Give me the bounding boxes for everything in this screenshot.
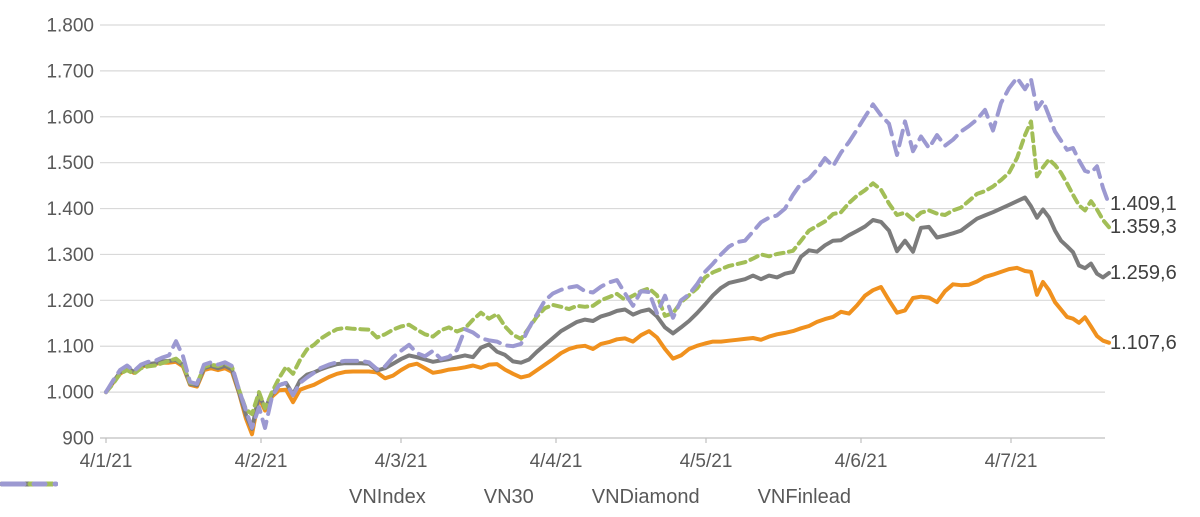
legend-item-vnindex: VNIndex (0, 481, 426, 509)
series-line-vndiamond (104, 119, 1111, 417)
legend-item-vnfinlead: VNFinlead (0, 481, 851, 509)
legend-label-vnindex: VNIndex (349, 485, 426, 508)
x-axis-tick-label: 4/6/21 (835, 451, 888, 472)
x-axis-tick-label: 4/3/21 (375, 451, 428, 472)
x-axis-tick-label: 4/7/21 (985, 451, 1038, 472)
y-axis-tick-label: 900 (62, 429, 94, 450)
y-axis-tick-label: 1.100 (46, 337, 94, 358)
x-axis-tick-label: 4/4/21 (530, 451, 583, 472)
y-axis-tick-label: 1.600 (46, 107, 94, 128)
y-axis-tick-label: 1.400 (46, 199, 94, 220)
end-label-vn30: 1.259,6 (1110, 261, 1177, 284)
x-axis-tick-label: 4/1/21 (80, 451, 133, 472)
legend-item-vndiamond: VNDiamond (0, 481, 700, 509)
y-axis-tick-label: 1.800 (46, 16, 94, 37)
legend-label-vn30: VN30 (483, 485, 534, 508)
legend-label-vndiamond: VNDiamond (591, 485, 700, 508)
series-line-vnfinlead (104, 75, 1111, 430)
end-label-vnfinlead: 1.409,1 (1110, 193, 1177, 216)
y-axis-tick-label: 1.300 (46, 245, 94, 266)
series-line-vn30 (104, 195, 1111, 431)
chart-legend: VNIndex VN30 VNDiamond VNFinlead (0, 480, 1200, 514)
legend-label-vnfinlead: VNFinlead (757, 485, 851, 508)
legend-swatch-vnfinlead-icon (0, 481, 58, 487)
y-axis-tick-label: 1.700 (46, 61, 94, 82)
y-axis-tick-label: 1.500 (46, 153, 94, 174)
end-label-vndiamond: 1.359,3 (1110, 216, 1177, 239)
legend-item-vn30: VN30 (0, 481, 534, 509)
x-axis-tick-label: 4/2/21 (235, 451, 288, 472)
end-label-vnindex: 1.107,6 (1110, 331, 1177, 354)
x-axis-tick-label: 4/5/21 (680, 451, 733, 472)
y-axis-tick-label: 1.200 (46, 291, 94, 312)
y-axis-tick-label: 1.000 (46, 383, 94, 404)
